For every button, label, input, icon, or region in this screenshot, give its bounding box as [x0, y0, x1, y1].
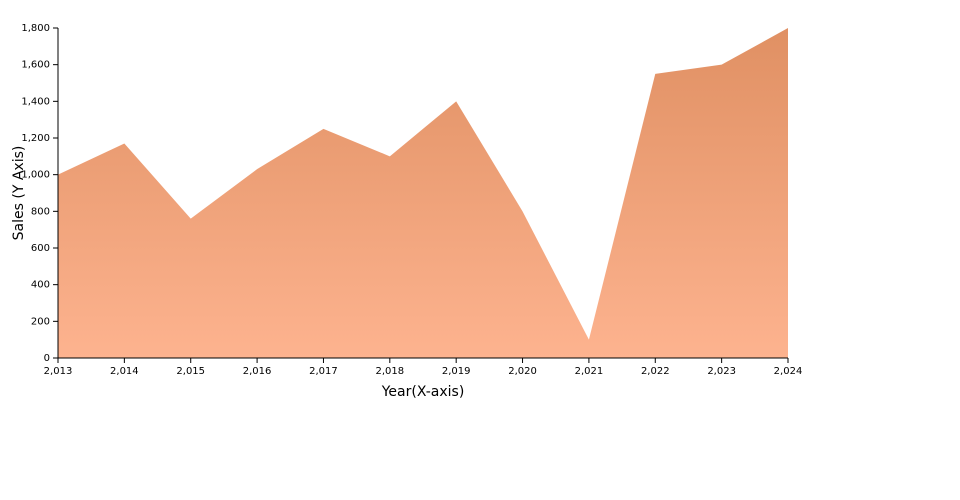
x-tick-label: 2,019	[442, 366, 471, 377]
y-tick-label: 1,600	[21, 60, 50, 71]
x-tick-label: 2,017	[309, 366, 338, 377]
x-tick-label: 2,016	[243, 366, 272, 377]
x-tick-label: 2,013	[44, 366, 73, 377]
x-tick-label: 2,015	[176, 366, 205, 377]
y-tick-label: 1,800	[21, 23, 50, 34]
y-tick-label: 1,000	[21, 170, 50, 181]
y-tick-label: 200	[31, 316, 50, 327]
x-tick-label: 2,018	[375, 366, 404, 377]
x-tick-label: 2,021	[575, 366, 604, 377]
x-axis-title: Year(X-axis)	[381, 384, 465, 400]
y-tick-label: 0	[44, 353, 50, 364]
x-tick-label: 2,024	[774, 366, 803, 377]
y-tick-label: 400	[31, 280, 50, 291]
y-tick-label: 800	[31, 206, 50, 217]
x-tick-label: 2,014	[110, 366, 139, 377]
y-tick-label: 600	[31, 243, 50, 254]
x-tick-label: 2,022	[641, 366, 670, 377]
x-tick-label: 2,023	[707, 366, 736, 377]
y-axis-title: Sales (Y Axis)	[11, 146, 27, 241]
y-tick-label: 1,400	[21, 96, 50, 107]
y-tick-label: 1,200	[21, 133, 50, 144]
x-tick-label: 2,020	[508, 366, 537, 377]
area	[58, 28, 788, 358]
